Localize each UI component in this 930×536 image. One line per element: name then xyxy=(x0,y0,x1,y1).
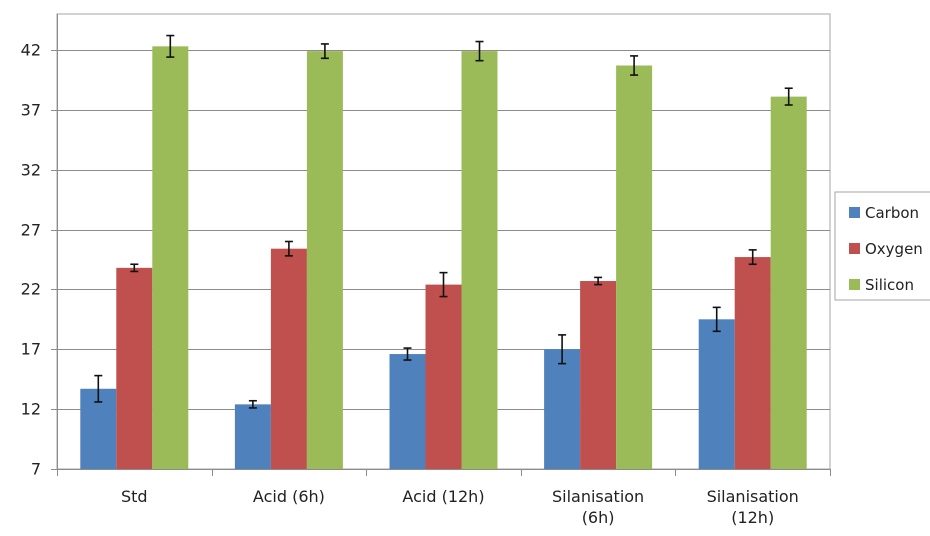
bar-silicon xyxy=(306,51,343,470)
x-category-label: Acid (6h) xyxy=(253,487,325,506)
x-category-label: (12h) xyxy=(731,508,774,527)
y-tick-label: 12 xyxy=(21,400,41,419)
legend-swatch xyxy=(849,207,860,218)
legend-label: Carbon xyxy=(865,204,919,222)
x-category-label: Silanisation xyxy=(707,487,799,506)
bar-oxygen xyxy=(425,284,462,469)
y-tick-label: 32 xyxy=(21,161,41,180)
bar-oxygen xyxy=(270,248,307,469)
y-axis: 7 12 17 22 27 32 37 42 xyxy=(21,14,58,479)
legend: Carbon Oxygen Silicon xyxy=(834,191,930,301)
x-category-label: Acid (12h) xyxy=(402,487,484,506)
y-tick-label: 42 xyxy=(21,41,41,60)
x-category-label: (6h) xyxy=(582,508,615,527)
legend-label: Oxygen xyxy=(865,240,923,258)
y-tick-label: 37 xyxy=(21,101,41,120)
bar-oxygen xyxy=(116,267,153,469)
bar-silicon xyxy=(152,46,189,469)
y-tick-label: 27 xyxy=(21,221,41,240)
bar-carbon xyxy=(234,404,271,469)
bars xyxy=(80,34,807,470)
bar-silicon xyxy=(616,65,653,469)
bar-oxygen xyxy=(580,281,617,469)
bar-silicon xyxy=(770,96,807,470)
bar-silicon xyxy=(461,51,498,470)
legend-label: Silicon xyxy=(865,276,914,294)
y-tick-label: 7 xyxy=(31,460,41,479)
legend-swatch xyxy=(849,243,860,254)
bar-carbon xyxy=(698,319,735,469)
y-tick-label: 17 xyxy=(21,340,41,359)
bar-oxygen xyxy=(734,257,771,469)
bar-carbon xyxy=(389,354,426,469)
x-axis: Std Acid (6h) Acid (12h) Silanisation (6h) Si… xyxy=(57,469,831,527)
bar-carbon xyxy=(544,349,581,469)
y-tick-label: 22 xyxy=(21,280,41,299)
x-category-label: Std xyxy=(121,487,148,506)
x-category-label: Silanisation xyxy=(552,487,644,506)
legend-swatch xyxy=(849,279,860,290)
